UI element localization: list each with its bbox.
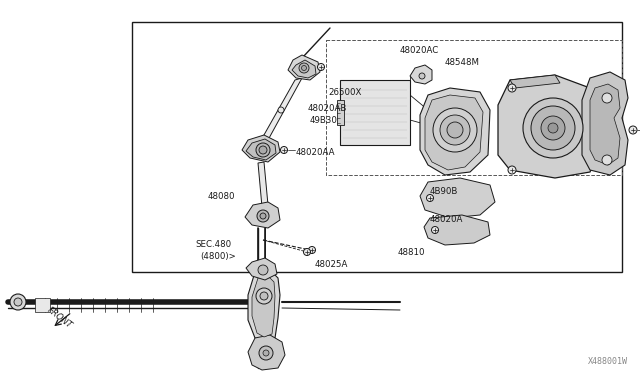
Circle shape — [447, 122, 463, 138]
Polygon shape — [248, 335, 285, 370]
Bar — [35, 298, 50, 312]
Text: 49B30: 49B30 — [310, 116, 338, 125]
Bar — [326, 40, 622, 175]
Circle shape — [280, 147, 287, 154]
Polygon shape — [252, 276, 275, 337]
Circle shape — [259, 346, 273, 360]
Circle shape — [263, 350, 269, 356]
Circle shape — [14, 298, 22, 306]
Polygon shape — [288, 55, 320, 80]
Polygon shape — [246, 258, 277, 280]
Text: 48020AA: 48020AA — [296, 148, 335, 157]
Bar — [340, 80, 410, 145]
Polygon shape — [420, 178, 495, 218]
Text: SEC.480: SEC.480 — [195, 240, 231, 249]
Text: 48025A: 48025A — [315, 260, 348, 269]
Circle shape — [541, 116, 565, 140]
Text: (4800)>: (4800)> — [200, 252, 236, 261]
Circle shape — [301, 65, 307, 71]
Text: 48020AC: 48020AC — [400, 46, 439, 55]
Text: 48020AB: 48020AB — [308, 104, 348, 113]
Circle shape — [308, 247, 316, 253]
Polygon shape — [410, 65, 432, 84]
Polygon shape — [582, 72, 628, 175]
Circle shape — [602, 155, 612, 165]
Circle shape — [303, 248, 310, 256]
Polygon shape — [245, 202, 280, 228]
Circle shape — [433, 108, 477, 152]
Circle shape — [602, 93, 612, 103]
Text: 48020A: 48020A — [430, 215, 463, 224]
Polygon shape — [425, 95, 483, 170]
Polygon shape — [248, 270, 280, 342]
Circle shape — [10, 294, 26, 310]
Bar — [337, 100, 344, 125]
Text: 4B90B: 4B90B — [430, 187, 458, 196]
Circle shape — [256, 288, 272, 304]
Text: 48548M: 48548M — [445, 58, 480, 67]
Circle shape — [260, 292, 268, 300]
Text: 48080: 48080 — [208, 192, 236, 201]
Circle shape — [426, 195, 433, 202]
Polygon shape — [292, 60, 316, 78]
Polygon shape — [420, 88, 490, 175]
Circle shape — [278, 107, 284, 113]
Polygon shape — [258, 162, 268, 207]
Circle shape — [531, 106, 575, 150]
Circle shape — [299, 63, 309, 73]
Polygon shape — [260, 78, 302, 142]
Circle shape — [548, 123, 558, 133]
Circle shape — [508, 166, 516, 174]
Text: 26500X: 26500X — [328, 88, 362, 97]
Polygon shape — [510, 75, 560, 88]
Polygon shape — [424, 215, 490, 245]
Circle shape — [260, 213, 266, 219]
Circle shape — [419, 73, 425, 79]
Polygon shape — [498, 75, 598, 178]
Polygon shape — [590, 84, 620, 165]
Circle shape — [440, 115, 470, 145]
Text: X488001W: X488001W — [588, 357, 628, 366]
Circle shape — [431, 227, 438, 234]
Circle shape — [523, 98, 583, 158]
Polygon shape — [242, 135, 280, 162]
Circle shape — [259, 146, 267, 154]
Circle shape — [317, 64, 324, 71]
Circle shape — [508, 84, 516, 92]
Bar — [132, 22, 622, 272]
Circle shape — [258, 265, 268, 275]
Circle shape — [256, 143, 270, 157]
Circle shape — [257, 210, 269, 222]
Polygon shape — [246, 139, 276, 160]
Text: 48810: 48810 — [398, 248, 426, 257]
Text: FRONT: FRONT — [46, 306, 74, 330]
Circle shape — [629, 126, 637, 134]
